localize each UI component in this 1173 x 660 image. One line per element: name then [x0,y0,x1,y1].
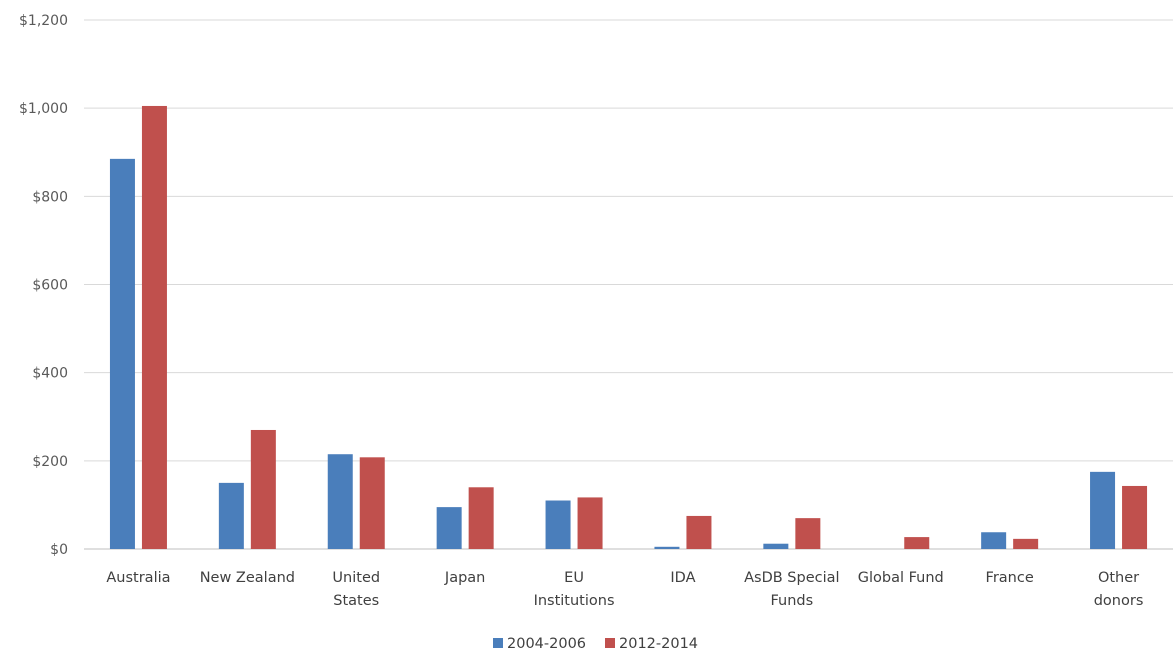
x-category-label: France [986,570,1034,586]
y-tick-label: $200 [32,454,68,470]
x-category-label: United States [332,570,380,609]
bar-2012-2014-1 [250,429,276,549]
legend-swatch [605,638,615,648]
x-category-label-line: United [332,570,380,586]
x-category-label: EU Institutions [534,570,615,609]
x-category-label-line: Australia [106,570,170,586]
x-category-label-line: Global Fund [858,570,944,586]
x-category-label: AsDB Special Funds [744,570,839,609]
x-category-label: IDA [670,570,695,586]
y-axis-tick-labels: $0 $200 $400 $600 $800 $1,000 $1,200 [19,13,68,558]
x-category-label: Australia [106,570,170,586]
x-category-label-line: AsDB Special [744,570,839,586]
legend-item: 2012-2014 [605,636,698,652]
x-category-label-line: States [333,593,379,609]
bar-2004-2006-5 [654,546,680,549]
legend-swatch [493,638,503,648]
legend-item: 2004-2006 [493,636,586,652]
bar-2012-2014-5 [686,515,712,549]
x-category-label-line: Other [1098,570,1139,586]
bar-2012-2014-7 [904,537,930,549]
y-tick-label: $600 [32,278,68,294]
bar-2004-2006-6 [763,543,789,549]
bar-2004-2006-0 [109,158,135,550]
y-tick-label: $400 [32,366,68,382]
bar-2012-2014-4 [577,497,603,549]
x-category-label-line: New Zealand [200,570,295,586]
x-category-label-line: Funds [771,593,814,609]
x-category-label-line: IDA [670,570,695,586]
x-axis-category-labels: Australia New Zealand United States Japan EU I… [106,570,1143,609]
x-category-label: Japan [444,570,485,586]
x-category-label-line: France [986,570,1034,586]
bar-2004-2006-9 [1090,471,1116,549]
legend-label: 2012-2014 [619,636,698,652]
x-category-label: Other donors [1094,570,1144,609]
x-category-label-line: Japan [444,570,485,586]
x-category-label: Global Fund [858,570,944,586]
y-tick-label: $0 [50,542,68,558]
bar-2004-2006-2 [327,454,353,549]
x-category-label-line: Institutions [534,593,615,609]
bar-2012-2014-6 [795,518,821,549]
x-category-label-line: donors [1094,593,1144,609]
bar-2004-2006-8 [981,532,1007,549]
bar-2012-2014-9 [1122,485,1148,549]
legend: 2004-2006 2012-2014 [493,636,698,652]
gridlines [84,19,1173,550]
y-tick-label: $800 [32,189,68,205]
x-category-label: New Zealand [200,570,295,586]
bar-2012-2014-8 [1013,538,1039,549]
bar-2012-2014-3 [468,487,494,549]
x-category-label-line: EU [564,570,584,586]
y-tick-label: $1,200 [19,13,68,29]
bar-2012-2014-0 [141,105,167,550]
legend-label: 2004-2006 [507,636,586,652]
bar-2004-2006-1 [218,482,244,549]
bar-2012-2014-2 [359,457,385,549]
bar-2004-2006-4 [545,500,571,549]
y-tick-label: $1,000 [19,101,68,117]
bars [109,105,1148,550]
bar-2004-2006-3 [436,507,462,549]
